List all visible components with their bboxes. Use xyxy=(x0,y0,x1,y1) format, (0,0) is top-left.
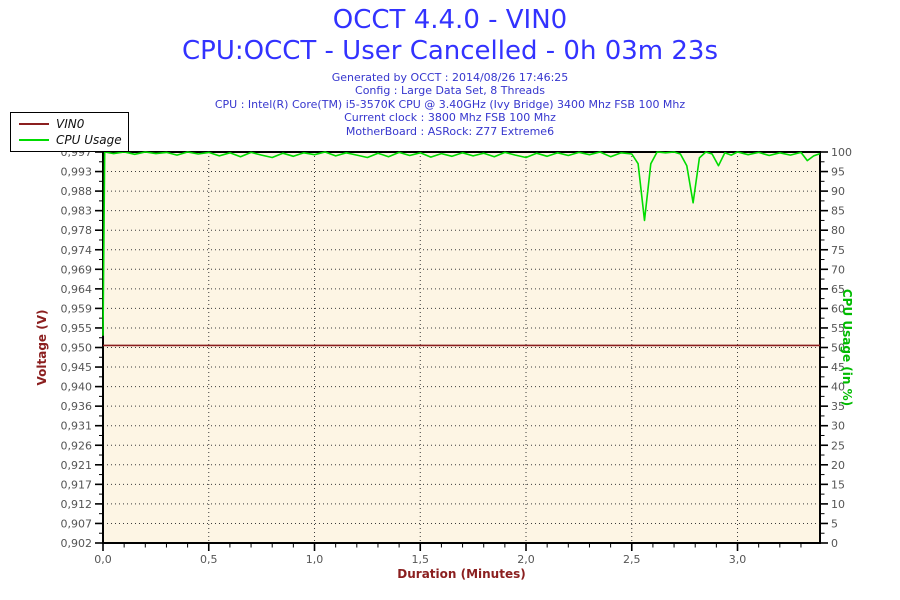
right-tick-label: 95 xyxy=(831,166,845,179)
left-tick-label: 0,959 xyxy=(61,302,93,315)
cpu-usage-line-swatch xyxy=(19,139,49,141)
right-tick-label: 10 xyxy=(831,498,845,511)
left-tick-label: 0,983 xyxy=(61,205,93,218)
x-axis-title: Duration (Minutes) xyxy=(397,567,525,581)
right-tick-label: 75 xyxy=(831,244,845,257)
right-tick-label: 90 xyxy=(831,185,845,198)
left-tick-label: 0,912 xyxy=(61,498,93,511)
x-tick-label: 1,0 xyxy=(306,553,324,566)
x-tick-label: 3,0 xyxy=(729,553,747,566)
left-tick-label: 0,969 xyxy=(61,263,93,276)
x-tick-label: 2,5 xyxy=(623,553,641,566)
x-tick-label: 2,0 xyxy=(517,553,535,566)
left-tick-label: 0,988 xyxy=(61,185,93,198)
page-subtitle: CPU:OCCT - User Cancelled - 0h 03m 23s xyxy=(181,36,719,66)
x-tick-label: 0,5 xyxy=(200,553,218,566)
info-motherboard: MotherBoard : ASRock: Z77 Extreme6 xyxy=(345,124,555,138)
left-tick-label: 0,964 xyxy=(61,283,93,296)
right-tick-label: 25 xyxy=(831,439,845,452)
right-tick-label: 60 xyxy=(831,302,845,315)
right-tick-label: 15 xyxy=(831,478,845,491)
left-tick-label: 0,907 xyxy=(61,517,93,530)
info-config: Config : Large Data Set, 8 Threads xyxy=(355,84,545,98)
header: OCCT 4.4.0 - VIN0 CPU:OCCT - User Cancel… xyxy=(0,0,900,138)
left-tick-label: 0,950 xyxy=(61,342,93,355)
left-axis-title: Voltage (V) xyxy=(35,310,49,386)
plot-area xyxy=(103,152,820,543)
right-tick-label: 30 xyxy=(831,420,845,433)
left-tick-label: 0,917 xyxy=(61,478,93,491)
legend-item-vin0: VIN0 xyxy=(11,116,128,132)
left-tick-label: 0,978 xyxy=(61,224,93,237)
right-tick-label: 70 xyxy=(831,263,845,276)
x-tick-label: 1,5 xyxy=(412,553,430,566)
legend-label-vin0: VIN0 xyxy=(56,117,85,131)
info-current-clock: Current clock : 3800 Mhz FSB 100 Mhz xyxy=(344,111,556,125)
info-cpu: CPU : Intel(R) Core(TM) i5-3570K CPU @ 3… xyxy=(214,97,686,111)
right-tick-label: 40 xyxy=(831,381,845,394)
left-tick-label: 0,902 xyxy=(61,537,93,550)
right-tick-label: 100 xyxy=(831,146,852,159)
right-tick-label: 65 xyxy=(831,283,845,296)
right-tick-label: 0 xyxy=(831,537,838,550)
legend-item-cpu-usage: CPU Usage xyxy=(11,132,128,148)
x-tick-label: 0,0 xyxy=(94,553,112,566)
left-tick-label: 0,926 xyxy=(61,439,93,452)
right-tick-label: 35 xyxy=(831,400,845,413)
left-tick-label: 0,931 xyxy=(61,420,93,433)
info-generated-by: Generated by OCCT : 2014/08/26 17:46:25 xyxy=(331,71,569,84)
info-block: Generated by OCCT : 2014/08/26 17:46:25 … xyxy=(0,71,900,138)
left-tick-label: 0,940 xyxy=(61,381,93,394)
right-tick-label: 85 xyxy=(831,205,845,218)
left-tick-label: 0,936 xyxy=(61,400,93,413)
right-tick-label: 50 xyxy=(831,342,845,355)
legend: VIN0 CPU Usage xyxy=(10,112,129,152)
right-axis-title: CPU Usage (in %) xyxy=(840,289,854,406)
left-tick-label: 0,921 xyxy=(61,459,93,472)
right-tick-label: 45 xyxy=(831,361,845,374)
right-tick-label: 20 xyxy=(831,459,845,472)
left-tick-label: 0,955 xyxy=(61,322,93,335)
right-tick-label: 80 xyxy=(831,224,845,237)
left-tick-label: 0,945 xyxy=(61,361,93,374)
series-cpu-usage xyxy=(102,151,821,336)
page-title: OCCT 4.4.0 - VIN0 xyxy=(332,5,568,35)
left-tick-label: 0,993 xyxy=(61,166,93,179)
vin0-line-swatch xyxy=(19,123,49,125)
legend-label-cpu-usage: CPU Usage xyxy=(56,133,122,147)
right-tick-label: 55 xyxy=(831,322,845,335)
left-tick-label: 0,974 xyxy=(61,244,93,257)
right-tick-label: 5 xyxy=(831,517,838,530)
